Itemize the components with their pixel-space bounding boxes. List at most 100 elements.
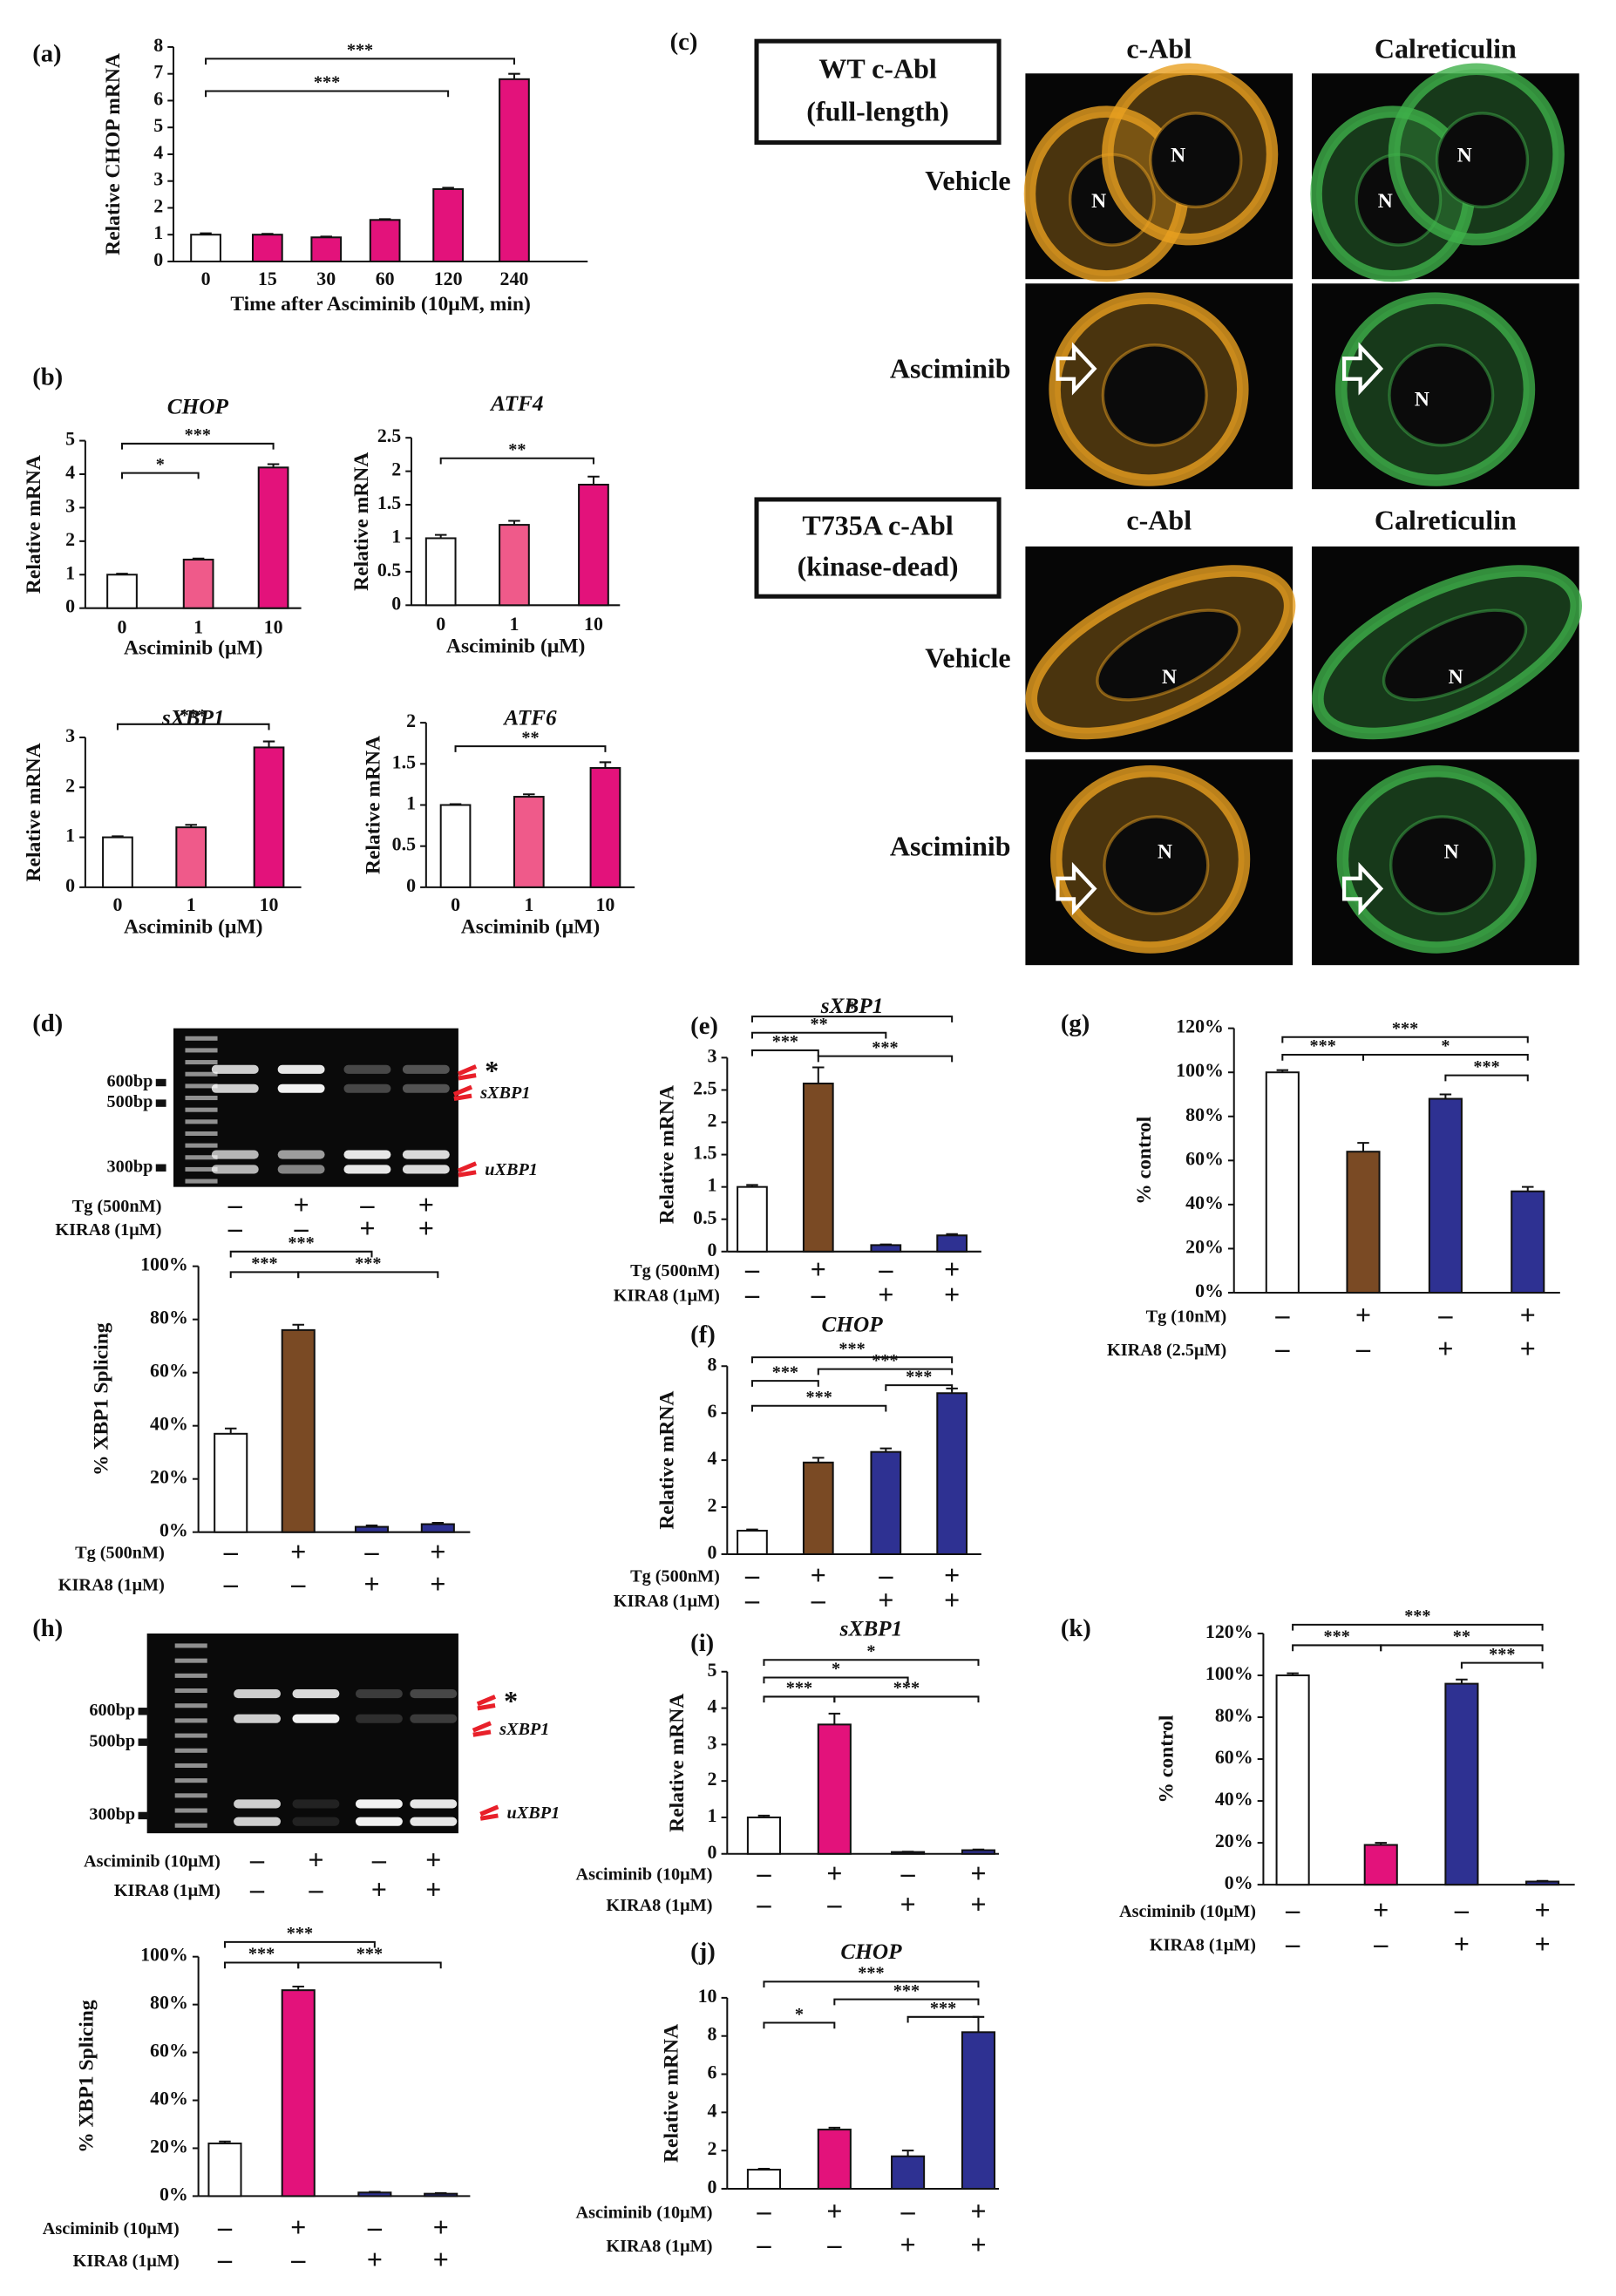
- treatment-level: –: [223, 1567, 239, 1599]
- y-tick-label: 20%: [150, 1466, 188, 1488]
- bar: [357, 2191, 392, 2198]
- bar: [432, 187, 464, 262]
- x-tick-label: 0: [451, 893, 460, 915]
- treatment-level: +: [944, 1559, 960, 1590]
- band-arrow: [457, 1161, 478, 1178]
- treatment-level: –: [249, 1844, 265, 1875]
- y-tick-label: 0: [65, 595, 75, 617]
- x-tick-label: 0: [201, 268, 211, 289]
- treatment-level: –: [756, 1857, 771, 1888]
- gel-band: [402, 1083, 450, 1093]
- y-axis-label: Relative mRNA: [655, 1391, 678, 1530]
- treatment-name: KIRA8 (2.5μM): [1107, 1341, 1226, 1360]
- treatment-level: +: [308, 1844, 323, 1875]
- significance-bracket: [750, 1404, 887, 1412]
- bar: [102, 836, 133, 888]
- significance-label: ***: [355, 1254, 381, 1274]
- treatment-level: –: [878, 1253, 893, 1285]
- error-bar: [828, 1712, 841, 1725]
- ladder-band: [174, 1643, 207, 1648]
- treatment-name: Asciminib (10μM): [84, 1852, 221, 1871]
- y-tick-label: 0: [65, 874, 75, 896]
- y-tick-label: 80%: [150, 1992, 188, 2014]
- bar: [746, 2169, 781, 2190]
- bar: [817, 2129, 852, 2190]
- significance-label: **: [1453, 1627, 1470, 1647]
- y-axis-label: % XBP1 Splicing: [76, 2000, 98, 2153]
- y-tick-label: 0: [708, 1541, 717, 1563]
- x-tick-label: 1: [524, 893, 533, 915]
- y-tick-label: 2: [708, 1768, 717, 1790]
- y-axis-label: Relative mRNA: [660, 2024, 682, 2163]
- bar: [961, 2031, 996, 2190]
- bar: [1525, 1880, 1560, 1886]
- error-bar: [200, 232, 212, 235]
- y-axis-label: % XBP1 Splicing: [91, 1322, 113, 1476]
- x-tick-label: 15: [258, 268, 277, 289]
- bar: [1346, 1151, 1381, 1294]
- significance-bracket: [229, 1250, 373, 1258]
- error-bar: [1439, 1093, 1452, 1099]
- treatment-level: –: [900, 1857, 916, 1888]
- gel-band: [355, 1817, 403, 1826]
- treatment-level: +: [430, 1567, 445, 1599]
- x-tick-label: 10: [595, 893, 614, 915]
- y-tick-label: 1: [153, 221, 163, 243]
- significance-label: ***: [180, 706, 207, 725]
- arrow: [1056, 861, 1097, 916]
- arrow: [1341, 342, 1384, 396]
- treatment-level: –: [217, 2211, 233, 2243]
- bar: [936, 1392, 968, 1555]
- error-bar: [1522, 1185, 1534, 1192]
- nucleus-label: N: [1415, 388, 1429, 411]
- y-tick-label: 60%: [1185, 1147, 1224, 1169]
- ladder-band: [185, 1131, 218, 1137]
- error-bar: [587, 475, 600, 485]
- y-tick-label: 1.5: [392, 751, 416, 772]
- significance-label: **: [521, 728, 539, 747]
- arrow: [1056, 342, 1097, 396]
- treatment-level: +: [425, 1844, 441, 1875]
- treatment-level: +: [1520, 1333, 1536, 1364]
- y-tick-label: 40%: [1215, 1788, 1253, 1810]
- treatment-level: +: [826, 2195, 842, 2226]
- band-arrow: [472, 1721, 492, 1737]
- bar: [499, 524, 530, 607]
- treatment-level: +: [430, 1535, 445, 1566]
- treatment-name: KIRA8 (1μM): [614, 1592, 720, 1611]
- y-tick-label: 1: [65, 825, 75, 846]
- error-bar: [757, 2167, 771, 2170]
- significance-bracket: [120, 442, 275, 450]
- x-axis-label: Time after Asciminib (10μM, min): [230, 293, 531, 316]
- ladder-band: [174, 1718, 207, 1723]
- bar: [175, 826, 207, 888]
- bar: [424, 537, 457, 607]
- y-axis-label: Relative mRNA: [23, 455, 45, 594]
- ladder-band: [185, 1143, 218, 1148]
- error-bar: [262, 740, 275, 748]
- x-tick-label: 10: [264, 615, 283, 637]
- band-arrow: [457, 1064, 478, 1081]
- band-arrow: [452, 1084, 473, 1102]
- bar: [369, 219, 401, 262]
- x-tick-label: 1: [509, 613, 519, 635]
- bar: [253, 746, 285, 888]
- y-tick-label: 60%: [150, 2040, 188, 2062]
- y-tick-label: 100%: [1205, 1662, 1253, 1684]
- marker-label: 500bp: [89, 1731, 135, 1750]
- treatment-name: KIRA8 (1μM): [55, 1220, 161, 1240]
- significance-label: ***: [347, 41, 373, 60]
- y-tick-label: 4: [708, 2099, 717, 2121]
- nucleus-label: N: [1449, 666, 1463, 689]
- y-tick-label: 0%: [160, 2183, 188, 2204]
- gel-band: [277, 1165, 325, 1174]
- error-bar: [112, 835, 124, 838]
- panel-label: (e): [690, 1012, 718, 1040]
- y-axis-label: % control: [1155, 1715, 1178, 1804]
- panel-label: (c): [670, 28, 698, 56]
- y-tick-label: 2.5: [377, 425, 401, 446]
- treatment-name: KIRA8 (1μM): [114, 1881, 221, 1900]
- treatment-level: –: [227, 1189, 243, 1220]
- nucleus: [1149, 112, 1243, 209]
- panel-label: (j): [690, 1938, 716, 1966]
